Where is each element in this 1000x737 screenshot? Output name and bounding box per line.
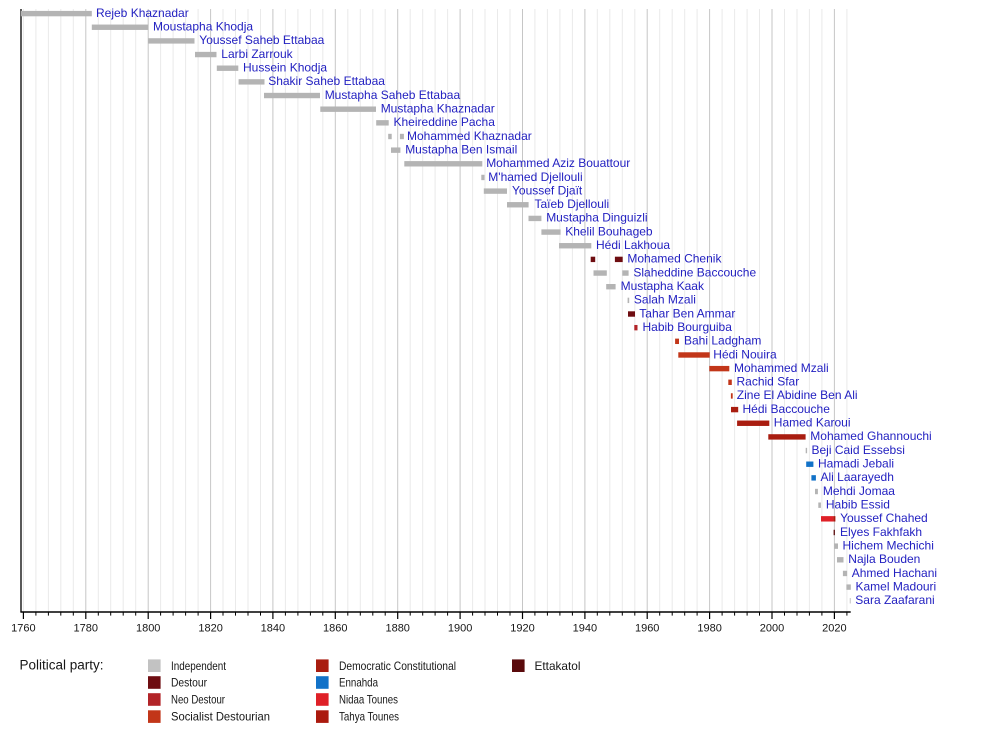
svg-text:Habib Essid: Habib Essid bbox=[826, 497, 890, 511]
svg-text:Political party:: Political party: bbox=[20, 658, 104, 673]
svg-text:Tahya Tounes: Tahya Tounes bbox=[339, 711, 399, 724]
svg-text:Ali Laarayedh: Ali Laarayedh bbox=[821, 470, 894, 484]
svg-text:1940: 1940 bbox=[573, 623, 597, 635]
svg-text:Mohammed Aziz Bouattour: Mohammed Aziz Bouattour bbox=[486, 156, 630, 170]
svg-text:Hédi Lakhoua: Hédi Lakhoua bbox=[596, 238, 670, 252]
svg-text:Neo Destour: Neo Destour bbox=[171, 694, 225, 707]
svg-text:Sara Zaafarani: Sara Zaafarani bbox=[855, 593, 934, 607]
svg-text:Hamadi Jebali: Hamadi Jebali bbox=[818, 457, 894, 471]
svg-text:Ennahda: Ennahda bbox=[339, 677, 378, 690]
svg-text:Hussein Khodja: Hussein Khodja bbox=[243, 61, 327, 75]
svg-text:Slaheddine Baccouche: Slaheddine Baccouche bbox=[633, 265, 756, 279]
svg-text:2020: 2020 bbox=[822, 623, 846, 635]
svg-text:Kheireddine Pacha: Kheireddine Pacha bbox=[394, 115, 496, 129]
svg-text:Bahi Ladgham: Bahi Ladgham bbox=[684, 334, 761, 348]
svg-text:Habib Bourguiba: Habib Bourguiba bbox=[643, 320, 733, 334]
svg-text:Rejeb Khaznadar: Rejeb Khaznadar bbox=[96, 6, 189, 20]
svg-text:Moustapha Khodja: Moustapha Khodja bbox=[153, 20, 253, 34]
svg-text:1820: 1820 bbox=[198, 623, 222, 635]
svg-text:Salah Mzali: Salah Mzali bbox=[634, 293, 696, 307]
svg-text:Hamed Karoui: Hamed Karoui bbox=[774, 416, 851, 430]
svg-text:Najla Bouden: Najla Bouden bbox=[848, 552, 920, 566]
svg-text:Zine El Abidine Ben Ali: Zine El Abidine Ben Ali bbox=[737, 388, 858, 402]
svg-text:1880: 1880 bbox=[385, 623, 409, 635]
svg-text:Mohamed Chenik: Mohamed Chenik bbox=[627, 252, 722, 266]
svg-text:Shakir Saheb Ettabaa: Shakir Saheb Ettabaa bbox=[268, 74, 385, 88]
svg-text:Ahmed Hachani: Ahmed Hachani bbox=[852, 566, 937, 580]
svg-text:Mustapha Kaak: Mustapha Kaak bbox=[621, 279, 705, 293]
svg-text:M'hamed Djellouli: M'hamed Djellouli bbox=[488, 170, 582, 184]
svg-text:Mustapha Khaznadar: Mustapha Khaznadar bbox=[381, 101, 495, 115]
svg-text:Mustapha Dinguizli: Mustapha Dinguizli bbox=[546, 211, 647, 225]
svg-text:Youssef Chahed: Youssef Chahed bbox=[840, 511, 928, 525]
svg-text:Kamel Madouri: Kamel Madouri bbox=[856, 579, 937, 593]
svg-text:Ettakatol: Ettakatol bbox=[535, 660, 581, 673]
svg-text:1900: 1900 bbox=[448, 623, 472, 635]
svg-text:Youssef Djaït: Youssef Djaït bbox=[512, 183, 583, 197]
svg-text:Mohammed Khaznadar: Mohammed Khaznadar bbox=[407, 129, 532, 143]
svg-text:Taïeb Djellouli: Taïeb Djellouli bbox=[535, 197, 610, 211]
svg-text:Hédi Baccouche: Hédi Baccouche bbox=[743, 402, 831, 416]
svg-text:Independent: Independent bbox=[171, 660, 227, 673]
svg-text:Rachid Sfar: Rachid Sfar bbox=[737, 375, 800, 389]
svg-text:Larbi Zarrouk: Larbi Zarrouk bbox=[221, 47, 293, 61]
svg-text:Youssef Saheb Ettabaa: Youssef Saheb Ettabaa bbox=[199, 33, 324, 47]
svg-text:Hédi Nouira: Hédi Nouira bbox=[713, 347, 777, 361]
svg-text:Democratic Constitutional: Democratic Constitutional bbox=[339, 660, 456, 673]
svg-text:1920: 1920 bbox=[510, 623, 534, 635]
svg-text:1960: 1960 bbox=[635, 623, 659, 635]
svg-text:Mustapha Ben Ismail: Mustapha Ben Ismail bbox=[405, 142, 517, 156]
svg-text:Socialist Destourian: Socialist Destourian bbox=[171, 711, 270, 724]
svg-text:Mustapha Saheb Ettabaa: Mustapha Saheb Ettabaa bbox=[325, 88, 461, 102]
svg-text:Tahar Ben Ammar: Tahar Ben Ammar bbox=[639, 306, 735, 320]
svg-text:1760: 1760 bbox=[11, 623, 35, 635]
svg-text:Beji Caid Essebsi: Beji Caid Essebsi bbox=[812, 443, 905, 457]
svg-text:1840: 1840 bbox=[261, 623, 285, 635]
svg-text:Nidaa Tounes: Nidaa Tounes bbox=[339, 694, 398, 707]
svg-text:1800: 1800 bbox=[136, 623, 160, 635]
svg-text:1780: 1780 bbox=[74, 623, 98, 635]
svg-text:Destour: Destour bbox=[171, 677, 207, 690]
svg-text:Mohammed Mzali: Mohammed Mzali bbox=[734, 361, 829, 375]
svg-text:1980: 1980 bbox=[697, 623, 721, 635]
svg-text:1860: 1860 bbox=[323, 623, 347, 635]
svg-text:Elyes Fakhfakh: Elyes Fakhfakh bbox=[840, 525, 922, 539]
svg-text:Mehdi Jomaa: Mehdi Jomaa bbox=[823, 484, 895, 498]
svg-text:2000: 2000 bbox=[760, 623, 784, 635]
svg-text:Mohamed Ghannouchi: Mohamed Ghannouchi bbox=[810, 429, 931, 443]
svg-text:Khelil Bouhageb: Khelil Bouhageb bbox=[565, 224, 653, 238]
svg-text:Hichem Mechichi: Hichem Mechichi bbox=[843, 538, 934, 552]
